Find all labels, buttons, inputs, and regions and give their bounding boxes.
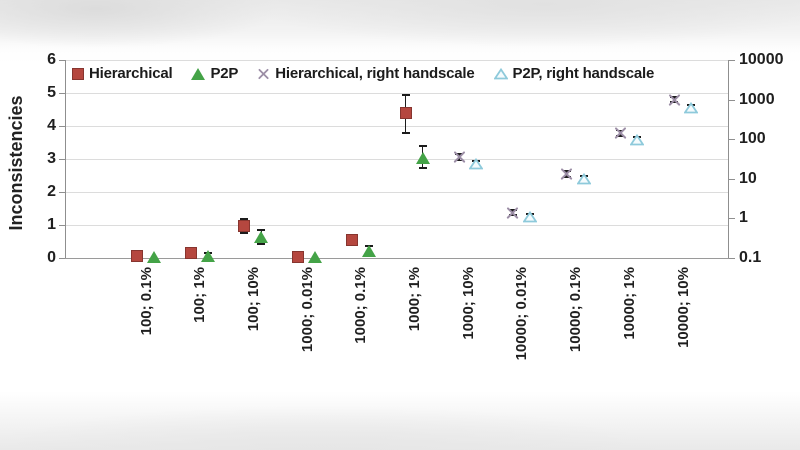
- y-axis-left-tick: [59, 93, 65, 94]
- gridline: [65, 192, 728, 193]
- data-point-p2p: [147, 251, 161, 264]
- x-tick-label: 10000; 0.01%: [513, 267, 531, 361]
- error-bar-cap: [562, 176, 571, 179]
- legend-item-hierarchical: Hierarchical: [72, 65, 173, 82]
- y-axis-right-tick-label: 10: [739, 169, 757, 187]
- x-tick-label: 1000; 0.1%: [352, 267, 370, 344]
- y-axis-left-tick-label: 4: [47, 117, 56, 134]
- error-bar-cap: [257, 243, 266, 246]
- data-point-hierarchical-right-handscale: [560, 168, 573, 181]
- data-point-hierarchical: [131, 250, 143, 263]
- y-axis-left-line: [65, 60, 66, 259]
- data-point-p2p: [200, 249, 215, 262]
- y-axis-right-line: [728, 60, 729, 259]
- y-axis-left-tick: [59, 258, 65, 259]
- legend-item-p2p: P2P: [191, 65, 238, 82]
- data-point-hierarchical-right-handscale: [614, 127, 627, 140]
- data-point-hierarchical-right-handscale: [506, 206, 519, 219]
- gridline: [65, 126, 728, 127]
- legend-marker-square-icon: [72, 67, 84, 80]
- error-bar-cap: [670, 101, 678, 104]
- y-axis-right-tick: [729, 139, 735, 141]
- legend-marker-triangle-icon: [191, 67, 206, 80]
- data-point-hierarchical: [399, 106, 412, 119]
- legend: Hierarchical P2P Hierarchical, right hands…: [72, 65, 654, 82]
- data-point-p2p-right-handscale: [684, 101, 698, 114]
- gridline: [65, 159, 728, 160]
- y-axis-right-tick-label: 10000: [739, 51, 784, 68]
- y-axis-right-tick: [729, 99, 735, 101]
- data-point-hierarchical-right-handscale: [453, 151, 466, 164]
- gridline: [65, 93, 728, 94]
- y-axis-right-tick: [729, 258, 735, 259]
- error-bar-cap: [418, 167, 427, 169]
- x-tick-label: 10000; 1%: [620, 267, 638, 340]
- legend-marker-triangle-open-icon: [493, 67, 508, 79]
- data-point-p2p: [308, 251, 323, 264]
- data-point-p2p: [361, 244, 376, 257]
- gridline: [65, 225, 728, 226]
- data-point-p2p-right-handscale: [469, 158, 484, 170]
- data-point-p2p: [415, 152, 430, 164]
- data-point-p2p-right-handscale: [576, 172, 591, 185]
- legend-label: Hierarchical, right handscale: [275, 65, 475, 82]
- error-bar-cap: [455, 159, 464, 162]
- legend-item-p2p-right-handscale: P2P, right handscale: [493, 65, 655, 82]
- data-point-hierarchical-right-handscale: [667, 93, 681, 106]
- error-bar-cap: [257, 228, 266, 231]
- y-axis-right-tick: [729, 178, 735, 180]
- data-point-hierarchical: [238, 219, 251, 232]
- gridline: [65, 60, 728, 61]
- y-axis-left-tick: [59, 126, 65, 127]
- y-axis-right-tick-label: 0.1: [739, 249, 762, 266]
- x-tick-label: 1000; 0.01%: [298, 267, 316, 353]
- y-axis-right-tick: [729, 218, 735, 220]
- y-axis-left-tick-label: 2: [47, 183, 56, 200]
- y-axis-left-tick-label: 3: [47, 150, 56, 167]
- error-bar-cap: [418, 144, 427, 147]
- data-point-p2p: [254, 230, 269, 243]
- y-axis-left-tick-label: 1: [47, 216, 56, 233]
- legend-item-hierarchical-right-handscale: Hierarchical, right handscale: [257, 65, 475, 82]
- y-axis-left-tick: [59, 225, 65, 226]
- data-point-p2p-right-handscale: [522, 210, 537, 223]
- y-axis-left-tick: [59, 159, 65, 160]
- y-axis-left-tick-label: 0: [47, 249, 56, 266]
- x-tick-label: 10000; 0.1%: [567, 267, 585, 353]
- legend-label: P2P: [210, 65, 239, 82]
- x-tick-label: 100; 0.1%: [137, 267, 155, 336]
- y-axis-left-tick-label: 6: [47, 51, 56, 68]
- error-bar-cap: [616, 135, 625, 137]
- error-bar-cap: [401, 132, 410, 134]
- y-axis-left-tick-label: 5: [47, 84, 56, 101]
- error-bar-cap: [670, 95, 678, 98]
- data-point-hierarchical: [184, 247, 197, 260]
- y-axis-left-tick: [59, 60, 65, 61]
- data-point-hierarchical: [345, 233, 358, 246]
- data-point-p2p-right-handscale: [630, 134, 645, 146]
- x-tick-label: 1000; 10%: [459, 267, 477, 340]
- y-axis-right-tick-label: 1: [739, 209, 748, 227]
- y-axis-left-tick: [59, 192, 65, 193]
- x-tick-label: 10000; 10%: [674, 267, 692, 348]
- legend-label: Hierarchical: [89, 65, 173, 82]
- error-bar-cap: [240, 232, 249, 234]
- legend-label: P2P, right handscale: [512, 65, 655, 82]
- error-bar-cap: [401, 94, 410, 96]
- error-bar-cap: [240, 218, 249, 220]
- x-tick-label: 1000; 1%: [406, 267, 423, 332]
- data-point-hierarchical: [292, 251, 305, 263]
- x-tick-label: 100; 10%: [244, 267, 262, 332]
- y-axis-right-tick-label: 1000: [739, 90, 775, 108]
- y-axis-right-tick: [729, 60, 735, 61]
- x-tick-label: 100; 1%: [191, 267, 209, 323]
- x-axis-line: [65, 258, 729, 259]
- legend-marker-x-icon: [258, 68, 270, 80]
- y-axis-right-tick-label: 100: [739, 130, 766, 148]
